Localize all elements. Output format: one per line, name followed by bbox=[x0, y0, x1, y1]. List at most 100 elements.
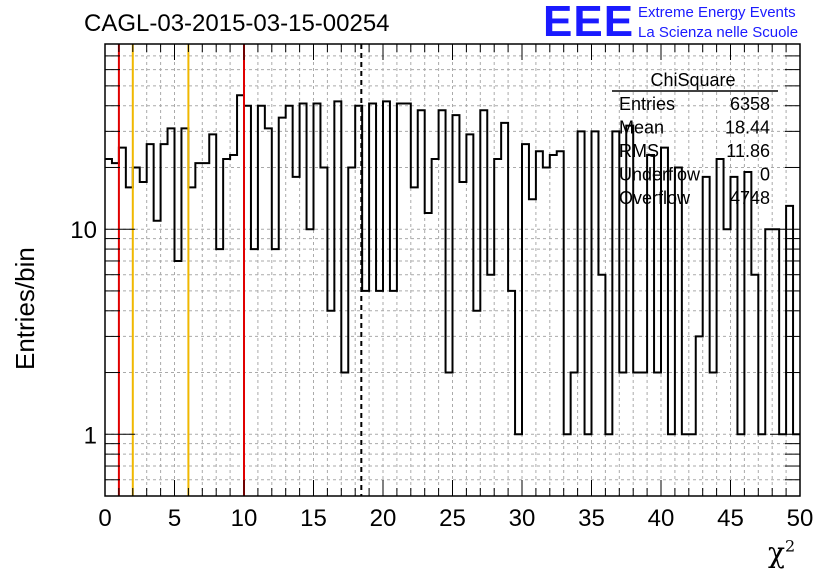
histogram-bin bbox=[383, 101, 390, 496]
stats-value: 6358 bbox=[730, 94, 770, 114]
histogram-bin bbox=[341, 373, 348, 496]
histogram-bin bbox=[612, 131, 619, 496]
histogram-bin bbox=[564, 434, 571, 496]
histogram-bin bbox=[425, 213, 432, 496]
stats-value: 0 bbox=[760, 165, 770, 185]
histogram-bin bbox=[209, 134, 216, 496]
histogram-bin bbox=[640, 373, 647, 496]
x-tick-label: 50 bbox=[787, 505, 814, 532]
histogram-bin bbox=[633, 373, 640, 496]
stats-value: 4748 bbox=[730, 188, 770, 208]
histogram-bin bbox=[557, 151, 564, 496]
histogram-bin bbox=[161, 144, 168, 496]
histogram-bin bbox=[112, 163, 119, 496]
histogram-bin bbox=[126, 187, 133, 496]
histogram-bin bbox=[466, 134, 473, 496]
histogram-bin bbox=[133, 167, 140, 496]
histogram-bin bbox=[334, 101, 341, 496]
x-tick-label: 20 bbox=[370, 505, 397, 532]
histogram-bin bbox=[168, 128, 175, 496]
histogram-bin bbox=[585, 434, 592, 496]
histogram-bin bbox=[453, 115, 460, 496]
chart-title: CAGL-03-2015-03-15-00254 bbox=[84, 10, 390, 37]
histogram-bin bbox=[175, 261, 182, 496]
logo-line2: La Scienza nelle Scuole bbox=[638, 24, 799, 41]
stats-box-title: ChiSquare bbox=[650, 70, 735, 90]
histogram-bin bbox=[550, 155, 557, 496]
histogram-bin bbox=[619, 373, 626, 496]
y-tick-label: 10 bbox=[70, 217, 97, 244]
histogram-bin bbox=[404, 104, 411, 496]
histogram-bin bbox=[320, 167, 327, 496]
histogram-bin bbox=[195, 163, 202, 496]
stats-label: RMS bbox=[619, 141, 659, 161]
histogram-bin bbox=[348, 167, 355, 496]
x-tick-label: 5 bbox=[168, 505, 181, 532]
histogram-bin bbox=[244, 106, 251, 496]
histogram-bin bbox=[154, 221, 161, 496]
eee-logo: EEE bbox=[543, 0, 635, 46]
histogram-bin bbox=[300, 104, 307, 496]
histogram-bin bbox=[508, 291, 515, 496]
histogram-bin bbox=[522, 144, 529, 496]
histogram-bin bbox=[223, 159, 230, 496]
x-tick-label: 25 bbox=[439, 505, 466, 532]
histogram-bin bbox=[501, 123, 508, 496]
histogram-bin bbox=[724, 229, 731, 496]
histogram-bin bbox=[682, 434, 689, 496]
histogram-bin bbox=[731, 177, 738, 496]
histogram-bin bbox=[279, 118, 286, 496]
histogram-bin bbox=[418, 110, 425, 496]
histogram-bin bbox=[751, 275, 758, 496]
histogram-bin bbox=[605, 434, 612, 496]
histogram-bin bbox=[140, 182, 147, 496]
histogram-bin bbox=[272, 249, 279, 496]
histogram-bin bbox=[237, 95, 244, 496]
histogram-bin bbox=[293, 177, 300, 496]
x-axis-label: χ2 bbox=[768, 536, 795, 569]
histogram-bin bbox=[529, 199, 536, 496]
x-tick-label: 15 bbox=[300, 505, 327, 532]
stats-label: Overflow bbox=[619, 188, 691, 208]
histogram bbox=[105, 94, 800, 496]
histogram-bin bbox=[675, 167, 682, 496]
grid-lines bbox=[105, 44, 800, 496]
histogram-bin bbox=[473, 311, 480, 496]
histogram-bin bbox=[369, 104, 376, 496]
axis-ticks: 0 5 10 15 20 25 30 35 40 45 50 1 10 bbox=[70, 44, 813, 532]
histogram-bin bbox=[362, 291, 369, 496]
histogram-bin bbox=[265, 128, 272, 496]
x-tick-label: 40 bbox=[648, 505, 675, 532]
y-tick-label: 1 bbox=[84, 422, 97, 449]
histogram-bin bbox=[258, 106, 265, 496]
histogram-bin bbox=[286, 106, 293, 496]
histogram-bin bbox=[397, 104, 404, 496]
histogram-bin bbox=[188, 187, 195, 496]
histogram-bin bbox=[411, 187, 418, 496]
histogram-bin bbox=[772, 229, 779, 496]
histogram-bin bbox=[459, 182, 466, 496]
x-axis-label-sup: 2 bbox=[784, 536, 796, 556]
histogram-bin bbox=[758, 434, 765, 496]
stats-value: 18.44 bbox=[725, 118, 770, 138]
histogram-bin bbox=[105, 159, 112, 496]
histogram-bin bbox=[710, 373, 717, 496]
x-tick-label: 10 bbox=[231, 505, 258, 532]
x-tick-label: 30 bbox=[509, 505, 536, 532]
histogram-bin bbox=[216, 249, 223, 496]
histogram-bin bbox=[703, 177, 710, 496]
histogram-bin bbox=[202, 163, 209, 496]
stats-label: Underflow bbox=[619, 165, 701, 185]
histogram-bin bbox=[765, 229, 772, 496]
histogram-bin bbox=[571, 373, 578, 496]
histogram-bin bbox=[696, 336, 703, 496]
histogram-bin bbox=[744, 172, 751, 496]
histogram-bin bbox=[181, 128, 188, 496]
x-tick-label: 45 bbox=[717, 505, 744, 532]
histogram-bin bbox=[578, 131, 585, 496]
x-tick-label: 35 bbox=[578, 505, 605, 532]
histogram-bin bbox=[668, 434, 675, 496]
histogram-bin bbox=[390, 291, 397, 496]
x-tick-label: 0 bbox=[98, 505, 111, 532]
stats-label: Mean bbox=[619, 118, 664, 138]
